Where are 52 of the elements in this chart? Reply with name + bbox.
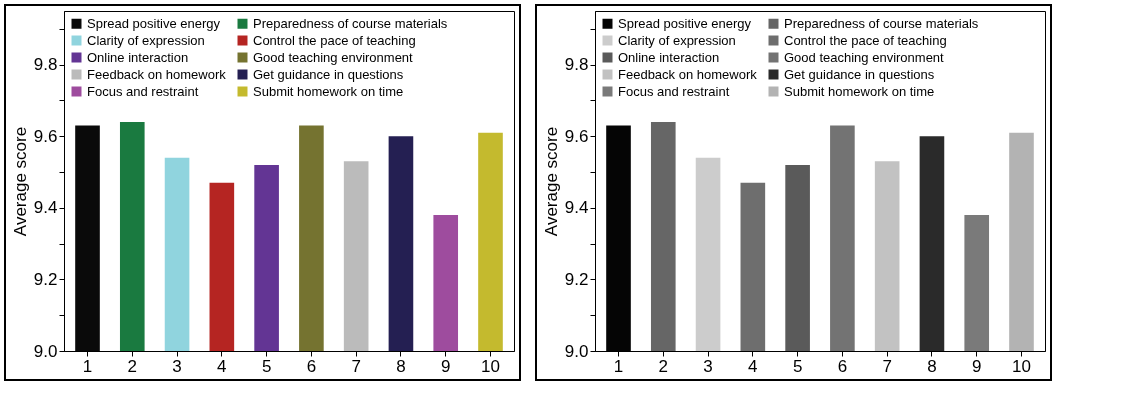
legend-label: Online interaction: [618, 49, 720, 65]
legend-label: Get guidance in questions: [253, 66, 404, 82]
legend-label: Feedback on homework: [87, 66, 227, 82]
x-tick-label: 2: [658, 356, 669, 376]
x-tick-label: 3: [703, 356, 713, 376]
legend-label: Control the pace of teaching: [784, 32, 947, 48]
legend-label: Focus and restraint: [87, 83, 199, 99]
legend-label: Online interaction: [87, 49, 189, 65]
y-tick-label: 9.4: [564, 198, 589, 218]
x-tick-label: 6: [837, 356, 848, 376]
x-tick-label: 4: [217, 356, 227, 376]
legend-label: Submit homework on time: [253, 83, 404, 99]
x-tick-label: 1: [82, 356, 93, 376]
x-tick-label: 7: [882, 356, 892, 376]
y-tick-label: 9.4: [33, 198, 58, 218]
x-tick-label: 8: [396, 356, 406, 376]
legend-label: Good teaching environment: [784, 49, 945, 65]
legend-label: Submit homework on time: [784, 83, 935, 99]
legend-label: Spread positive energy: [87, 15, 221, 31]
legend-label: Feedback on homework: [618, 66, 758, 82]
x-tick-label: 10: [1012, 356, 1031, 376]
legend-label: Good teaching environment: [253, 49, 414, 65]
legend-label: Get guidance in questions: [784, 66, 935, 82]
x-tick-label: 9: [440, 356, 451, 376]
x-tick-label: 2: [127, 356, 138, 376]
y-tick-label: 9.6: [33, 126, 58, 146]
x-tick-label: 6: [306, 356, 317, 376]
x-tick-label: 10: [481, 356, 500, 376]
x-tick-label: 4: [748, 356, 758, 376]
legend-label: Spread positive energy: [618, 15, 752, 31]
x-tick-label: 7: [351, 356, 361, 376]
legend-label: Control the pace of teaching: [253, 32, 416, 48]
legend-label: Focus and restraint: [618, 83, 730, 99]
x-tick-label: 9: [971, 356, 982, 376]
y-tick-label: 9.2: [33, 269, 58, 289]
y-tick-label: 9.8: [33, 55, 58, 75]
x-tick-label: 5: [261, 356, 272, 376]
y-tick-label: 9.2: [564, 269, 589, 289]
y-tick-label: 9.8: [564, 55, 589, 75]
x-tick-label: 1: [613, 356, 624, 376]
y-axis-title: Average score: [10, 126, 30, 237]
legend-label: Clarity of expression: [618, 32, 736, 48]
y-tick-label: 9.6: [564, 126, 589, 146]
x-tick-label: 5: [792, 356, 803, 376]
legend-label: Clarity of expression: [87, 32, 205, 48]
y-tick-label: 9.0: [33, 341, 58, 361]
legend-label: Preparedness of course materials: [253, 15, 448, 31]
x-tick-label: 3: [172, 356, 182, 376]
y-tick-label: 9.0: [564, 341, 589, 361]
legend-label: Preparedness of course materials: [784, 15, 979, 31]
x-tick-label: 8: [927, 356, 937, 376]
y-axis-title: Average score: [541, 126, 561, 237]
